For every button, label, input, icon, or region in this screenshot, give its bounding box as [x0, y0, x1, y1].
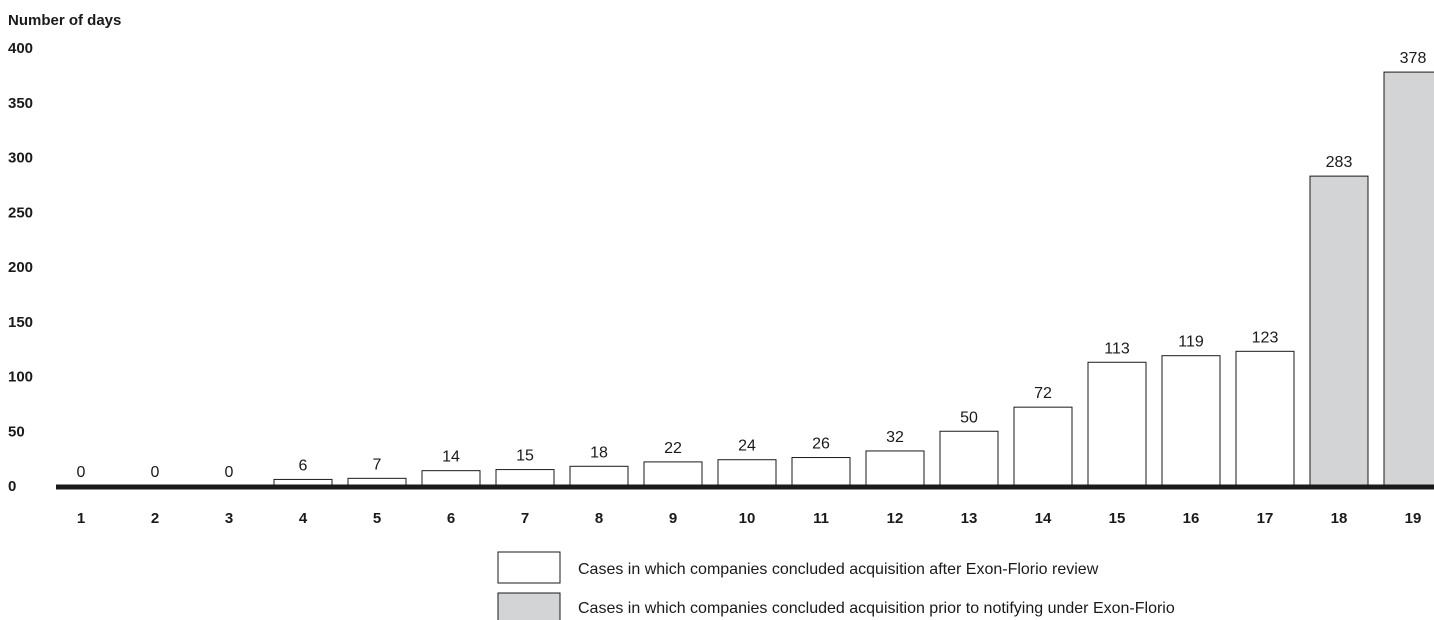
- x-tick-label: 6: [447, 510, 455, 527]
- y-axis-ticks: 0 50 100 150 200 250 300 350 400: [8, 40, 33, 495]
- x-tick-label: 11: [813, 510, 829, 527]
- data-label: 26: [812, 436, 830, 453]
- data-label: 0: [151, 464, 160, 481]
- x-tick-label: 5: [373, 510, 381, 527]
- x-tick-label: 19: [1405, 510, 1422, 527]
- bar: [865, 450, 925, 487]
- x-tick-label: 14: [1035, 510, 1052, 527]
- bar: [717, 459, 777, 487]
- y-tick-label: 350: [8, 95, 33, 112]
- x-axis-ticks: 1 2 3 4 5 6 7 8 9 10 11 12 13 14 15 16 17 18 19: [77, 510, 1422, 527]
- data-label: 24: [738, 438, 756, 455]
- data-label: 32: [886, 429, 904, 446]
- bar: [421, 470, 481, 487]
- legend-swatch-after-review: [497, 551, 561, 584]
- bar: [495, 469, 555, 487]
- legend-label-prior-to-notifying: Cases in which companies concluded acqui…: [578, 600, 1175, 617]
- bar: [791, 457, 851, 487]
- x-tick-label: 8: [595, 510, 603, 527]
- data-label: 22: [664, 440, 682, 457]
- x-tick-label: 18: [1331, 510, 1348, 527]
- bar: [1013, 406, 1073, 487]
- x-tick-label: 10: [739, 510, 756, 527]
- x-tick-label: 15: [1109, 510, 1126, 527]
- data-label: 15: [516, 448, 534, 465]
- x-tick-label: 16: [1183, 510, 1200, 527]
- legend: Cases in which companies concluded acqui…: [497, 551, 1175, 620]
- legend-label-after-review: Cases in which companies concluded acqui…: [578, 561, 1099, 578]
- bar: [1309, 175, 1369, 487]
- data-label: 0: [225, 464, 234, 481]
- bars: [273, 71, 1434, 487]
- bar: [1383, 71, 1434, 487]
- data-label: 123: [1252, 329, 1279, 346]
- x-tick-label: 12: [887, 510, 904, 527]
- x-tick-label: 17: [1257, 510, 1274, 527]
- legend-swatch-prior-to-notifying: [497, 592, 561, 620]
- data-label: 18: [590, 444, 608, 461]
- y-tick-label: 200: [8, 259, 33, 276]
- bar: [1087, 361, 1147, 487]
- y-tick-label: 0: [8, 478, 16, 495]
- data-label: 378: [1400, 50, 1427, 67]
- x-tick-label: 13: [961, 510, 978, 527]
- data-label: 0: [77, 464, 86, 481]
- x-tick-label: 4: [299, 510, 308, 527]
- y-tick-label: 100: [8, 369, 33, 386]
- y-tick-label: 400: [8, 40, 33, 57]
- data-label: 50: [960, 409, 978, 426]
- y-tick-label: 300: [8, 150, 33, 167]
- data-label: 283: [1326, 154, 1353, 171]
- x-tick-label: 2: [151, 510, 159, 527]
- x-tick-label: 3: [225, 510, 233, 527]
- y-axis-title: Number of days: [8, 12, 121, 29]
- bar: [939, 430, 999, 487]
- x-tick-label: 7: [521, 510, 529, 527]
- data-label: 72: [1034, 385, 1052, 402]
- data-label: 7: [373, 456, 382, 473]
- data-labels: 0 0 0 6 7 14 15 18 22 24 26 32 50 72 113 119 123 283 378: [77, 50, 1427, 481]
- bar: [569, 465, 629, 487]
- data-label: 113: [1104, 340, 1130, 357]
- y-tick-label: 250: [8, 204, 33, 221]
- y-tick-label: 150: [8, 314, 33, 331]
- data-label: 119: [1178, 334, 1204, 351]
- bar: [643, 461, 703, 487]
- bar: [1161, 355, 1221, 487]
- data-label: 6: [299, 457, 308, 474]
- x-tick-label: 1: [77, 510, 85, 527]
- data-label: 14: [442, 449, 460, 466]
- bar: [1235, 350, 1295, 487]
- y-tick-label: 50: [8, 423, 25, 440]
- x-tick-label: 9: [669, 510, 677, 527]
